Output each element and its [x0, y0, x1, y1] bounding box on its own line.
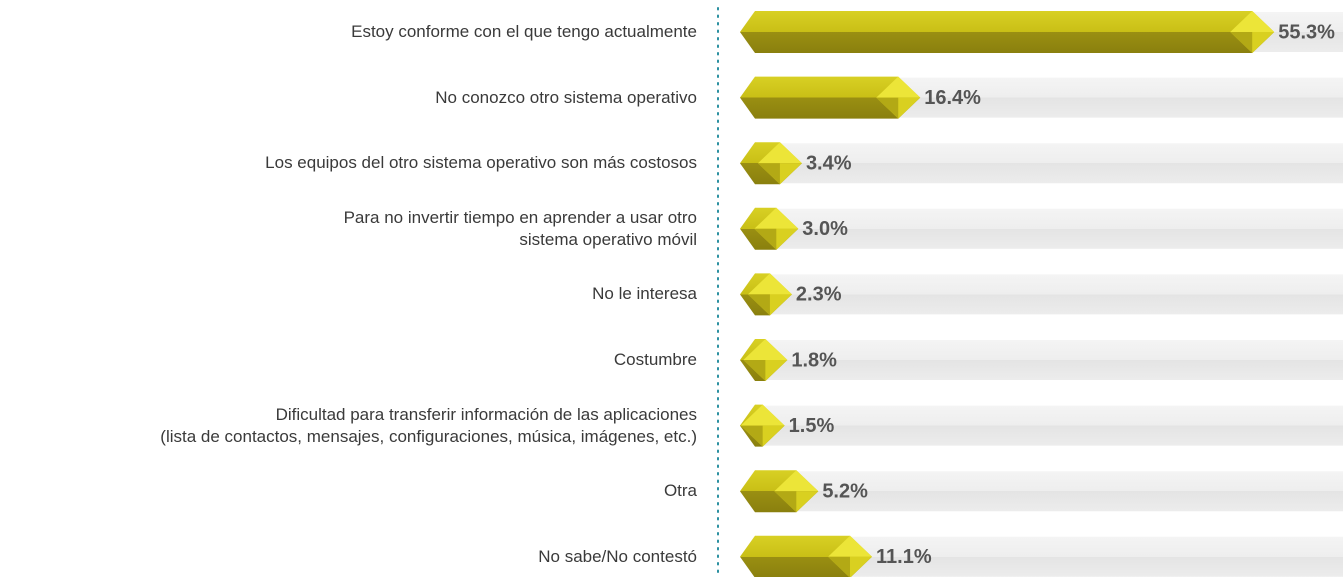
value-label: 5.2%: [822, 480, 868, 502]
bar: [740, 339, 788, 381]
bar-tip-shade: [743, 360, 766, 381]
bar-body: [740, 11, 1275, 53]
bar-tip-top: [1230, 11, 1275, 32]
bar-tip-top: [876, 76, 921, 98]
bar-tip-top: [754, 207, 799, 229]
value-label: 3.0%: [802, 218, 848, 240]
bar-tip-top: [774, 470, 819, 492]
bar-tip-shade: [754, 228, 777, 250]
bar: [740, 535, 873, 577]
bar-tip-shade: [747, 294, 770, 316]
bar: [740, 273, 792, 316]
value-label: 55.3%: [1278, 21, 1335, 43]
bar-tip-shade: [1230, 32, 1253, 53]
category-label: No sabe/No contestó: [538, 546, 697, 566]
value-label: 16.4%: [924, 87, 981, 109]
category-label: No conozco otro sistema operativo: [435, 87, 697, 107]
bar: [740, 142, 802, 185]
bar-tip-shade: [757, 163, 780, 185]
bar-tip-shade: [828, 556, 851, 577]
track: [740, 274, 1343, 315]
bar-tip-top: [828, 535, 873, 557]
bar: [740, 11, 1275, 53]
category-label: Estoy conforme con el que tengo actualme…: [351, 22, 697, 41]
category-label: No le interesa: [592, 284, 697, 304]
bar-tip-top: [740, 404, 785, 426]
value-label: 1.5%: [789, 415, 835, 437]
bar: [740, 76, 921, 119]
category-label: Los equipos del otro sistema operativo s…: [265, 153, 697, 173]
category-label: Otra: [663, 481, 697, 501]
bar-tip-top: [747, 273, 792, 295]
bar-tip-shade: [740, 425, 763, 447]
bar-tip-shade: [774, 491, 797, 513]
bar-tip-top: [743, 339, 788, 360]
bar: [740, 470, 819, 513]
category-label: Para no invertir tiempo en aprender a us…: [343, 207, 697, 249]
category-label: Costumbre: [613, 350, 697, 369]
value-label: 1.8%: [791, 349, 837, 371]
value-label: 2.3%: [796, 284, 842, 306]
track: [740, 340, 1343, 380]
bar-body: [740, 76, 921, 119]
value-label: 3.4%: [806, 152, 852, 174]
bar-tip-shade: [876, 97, 899, 119]
track: [740, 208, 1343, 249]
bar-tip-top: [757, 142, 802, 164]
track: [740, 405, 1343, 446]
track: [740, 471, 1343, 512]
bar: [740, 404, 785, 447]
track: [740, 143, 1343, 184]
category-label: Dificultad para transferir información d…: [160, 404, 697, 446]
value-label: 11.1%: [876, 546, 932, 568]
bar: [740, 207, 799, 250]
track: [740, 536, 1343, 577]
